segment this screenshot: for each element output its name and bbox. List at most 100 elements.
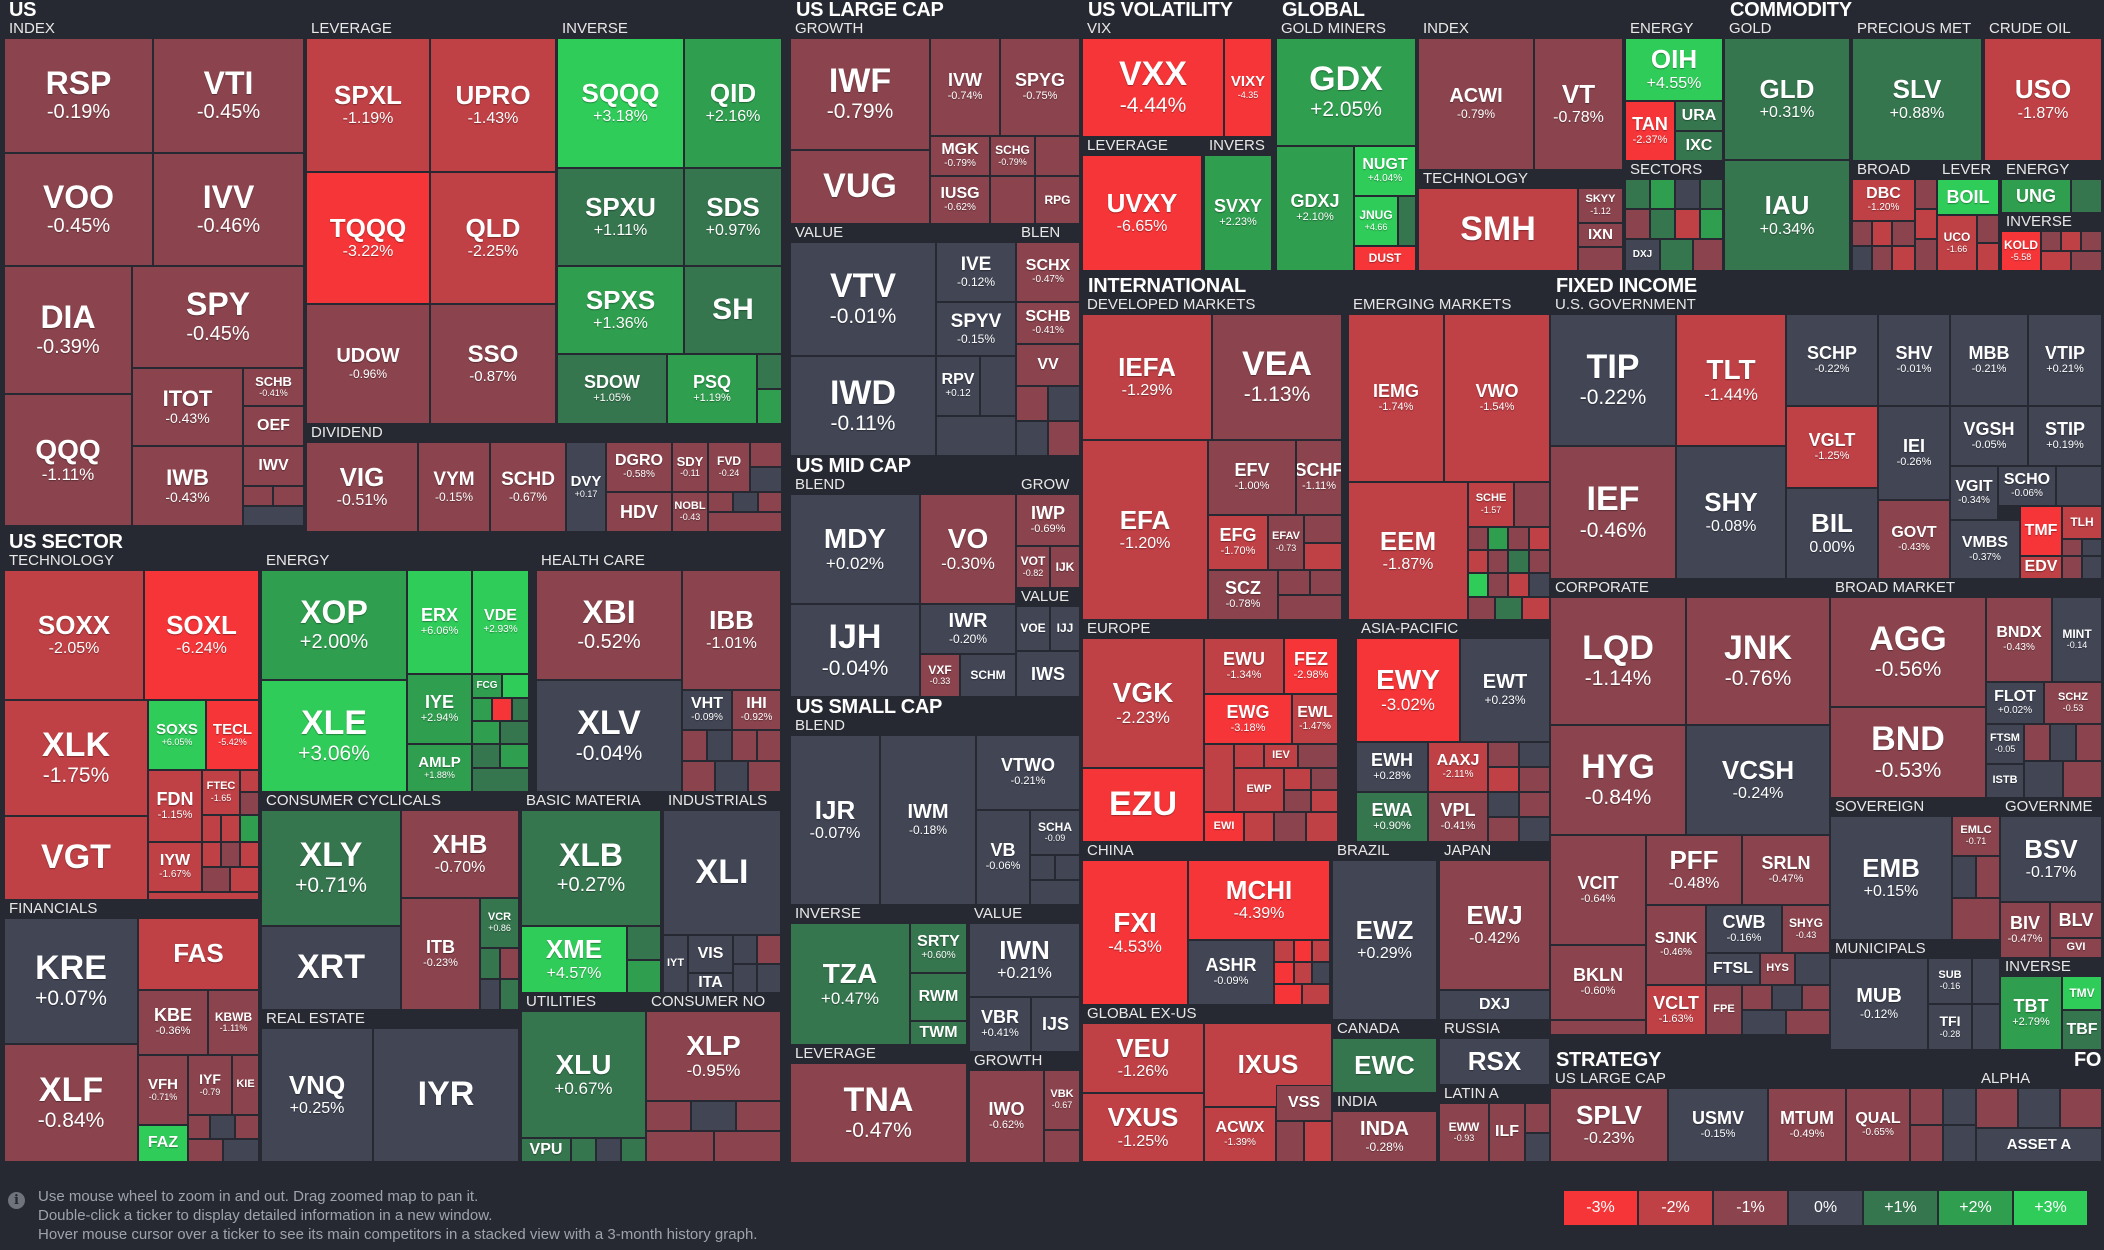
ticker-tile[interactable] (571, 1138, 596, 1162)
ticker-tile[interactable] (1795, 953, 1830, 985)
ticker-vo[interactable]: VO -0.30% (920, 494, 1016, 604)
ticker-tile[interactable] (1550, 1020, 1646, 1035)
ticker-tile[interactable] (682, 761, 715, 792)
ticker-qld[interactable]: QLD -2.25% (430, 172, 556, 304)
ticker-tile[interactable] (1398, 196, 1416, 246)
ticker-tile[interactable] (1294, 962, 1312, 984)
ticker-ixc[interactable]: IXC (1675, 131, 1723, 161)
ticker-tile[interactable] (1468, 550, 1488, 573)
ticker-iwo[interactable]: IWO -0.62% (969, 1070, 1044, 1163)
ticker-tmv[interactable]: TMV (2062, 976, 2102, 1010)
ticker-tile[interactable] (1244, 812, 1274, 842)
ticker-veu[interactable]: VEU -1.26% (1082, 1023, 1204, 1093)
ticker-tile[interactable] (1508, 573, 1529, 597)
ticker-vht[interactable]: VHT -0.09% (682, 690, 732, 730)
ticker-tbf[interactable]: TBF (2062, 1010, 2102, 1050)
ticker-fas[interactable]: FAS (138, 918, 259, 990)
ticker-tile[interactable] (235, 1115, 259, 1139)
ticker-faz[interactable]: FAZ (138, 1125, 188, 1162)
ticker-tile[interactable] (240, 770, 259, 792)
ticker-tile[interactable] (1952, 898, 2000, 940)
ticker-schd[interactable]: SCHD -0.67% (490, 442, 566, 532)
ticker-uso[interactable]: USO -1.87% (1984, 38, 2102, 161)
ticker-xle[interactable]: XLE +3.06% (261, 680, 407, 792)
ticker-tile[interactable] (1852, 221, 1872, 246)
ticker-tile[interactable] (1675, 179, 1700, 209)
ticker-ewj[interactable]: EWJ -0.42% (1439, 860, 1550, 990)
ticker-tile[interactable] (1977, 243, 1999, 271)
ticker-scz[interactable]: SCZ -0.78% (1208, 570, 1278, 620)
ticker-tile[interactable] (2071, 179, 2102, 213)
ticker-emlc[interactable]: EMLC -0.71 (1952, 816, 2000, 856)
ticker-tile[interactable] (500, 744, 529, 768)
ticker-twm[interactable]: TWM (910, 1021, 967, 1045)
ticker-tile[interactable] (2063, 761, 2102, 798)
ticker-iyt[interactable]: IYT (663, 935, 688, 993)
ticker-ewz[interactable]: EWZ +0.29% (1332, 860, 1437, 1020)
ticker-xlp[interactable]: XLP -0.95% (646, 1011, 781, 1101)
ticker-tile[interactable] (1519, 817, 1550, 842)
ticker-tile[interactable] (1529, 550, 1550, 573)
ticker-xlk[interactable]: XLK -1.75% (4, 700, 148, 816)
ticker-ewu[interactable]: EWU -1.34% (1204, 638, 1284, 694)
ticker-vbk[interactable]: VBK -0.67 (1044, 1070, 1080, 1130)
ticker-ewt[interactable]: EWT +0.23% (1460, 638, 1550, 742)
ticker-iusg[interactable]: IUSG -0.62% (930, 176, 990, 224)
ticker-tile[interactable] (1529, 527, 1550, 550)
ticker-tile[interactable] (2041, 251, 2071, 271)
ticker-spyg[interactable]: SPYG -0.75% (1000, 38, 1080, 136)
ticker-iwn[interactable]: IWN +0.21% (969, 923, 1080, 997)
ticker-tile[interactable] (500, 721, 529, 744)
ticker-tile[interactable] (1304, 543, 1342, 570)
ticker-tile[interactable] (1468, 597, 1495, 620)
ticker-schb[interactable]: SCHB -0.41% (1016, 302, 1080, 344)
ticker-acwi[interactable]: ACWI -0.79% (1418, 38, 1534, 170)
ticker-sqqq[interactable]: SQQQ +3.18% (557, 38, 684, 168)
ticker-srty[interactable]: SRTY +0.60% (910, 923, 967, 973)
ticker-iwf[interactable]: IWF -0.79% (790, 38, 930, 150)
ticker-tile[interactable] (757, 354, 782, 389)
ticker-tlt[interactable]: TLT -1.44% (1676, 314, 1786, 446)
ticker-pff[interactable]: PFF -0.48% (1646, 835, 1742, 905)
ticker-vym[interactable]: VYM -0.15% (418, 442, 490, 532)
ticker-dxj[interactable]: DXJ (1625, 239, 1660, 271)
ticker-tile[interactable] (1892, 246, 1915, 271)
ticker-tile[interactable] (1035, 136, 1080, 176)
ticker-vb[interactable]: VB -0.06% (976, 810, 1030, 905)
ticker-tile[interactable] (2060, 1088, 2102, 1128)
ticker-tile[interactable] (1525, 1133, 1550, 1162)
ticker-schp[interactable]: SCHP -0.22% (1786, 314, 1878, 406)
ticker-tile[interactable] (2024, 761, 2063, 798)
ticker-tile[interactable] (750, 442, 782, 467)
ticker-tile[interactable] (500, 979, 519, 1010)
ticker-tile[interactable] (472, 721, 500, 744)
ticker-eem[interactable]: EEM -1.87% (1348, 482, 1468, 620)
ticker-erx[interactable]: ERX +6.06% (407, 570, 472, 674)
ticker-qual[interactable]: QUAL -0.65% (1846, 1088, 1910, 1162)
ticker-tile[interactable] (1016, 386, 1048, 421)
ticker-fvd[interactable]: FVD -0.24 (708, 442, 750, 492)
ticker-tile[interactable] (480, 948, 500, 979)
ticker-ihi[interactable]: IHI -0.92% (732, 690, 781, 730)
ticker-tile[interactable] (1529, 573, 1550, 597)
legend-step[interactable]: +2% (1939, 1191, 2014, 1225)
ticker-tile[interactable] (202, 842, 221, 867)
legend-step[interactable]: -1% (1714, 1191, 1789, 1225)
ticker-tile[interactable] (990, 176, 1035, 224)
ticker-tile[interactable] (1311, 768, 1338, 790)
etf-heatmap[interactable]: RSP -0.19% VTI -0.45% VOO -0.45% IVV -0.46% DIA -… (0, 0, 2104, 1170)
ticker-ewa[interactable]: EWA +0.90% (1356, 792, 1428, 842)
ticker-tile[interactable] (1488, 550, 1508, 573)
ticker-edv[interactable]: EDV (2020, 556, 2062, 579)
ticker-xli[interactable]: XLI (663, 810, 781, 935)
ticker-kbwb[interactable]: KBWB -1.11% (208, 990, 259, 1055)
ticker-bkln[interactable]: BKLN -0.60% (1550, 945, 1646, 1020)
ticker-iye[interactable]: IYE +2.94% (407, 674, 472, 744)
ticker-boil[interactable]: BOIL (1937, 179, 1999, 215)
ticker-vtv[interactable]: VTV -0.01% (790, 242, 936, 356)
ticker-mbb[interactable]: MBB -0.21% (1950, 314, 2028, 406)
ticker-voo[interactable]: VOO -0.45% (4, 153, 153, 266)
ticker-rwm[interactable]: RWM (910, 973, 967, 1021)
ticker-tile[interactable] (1700, 209, 1723, 239)
ticker-sche[interactable]: SCHE -1.57 (1468, 482, 1514, 527)
